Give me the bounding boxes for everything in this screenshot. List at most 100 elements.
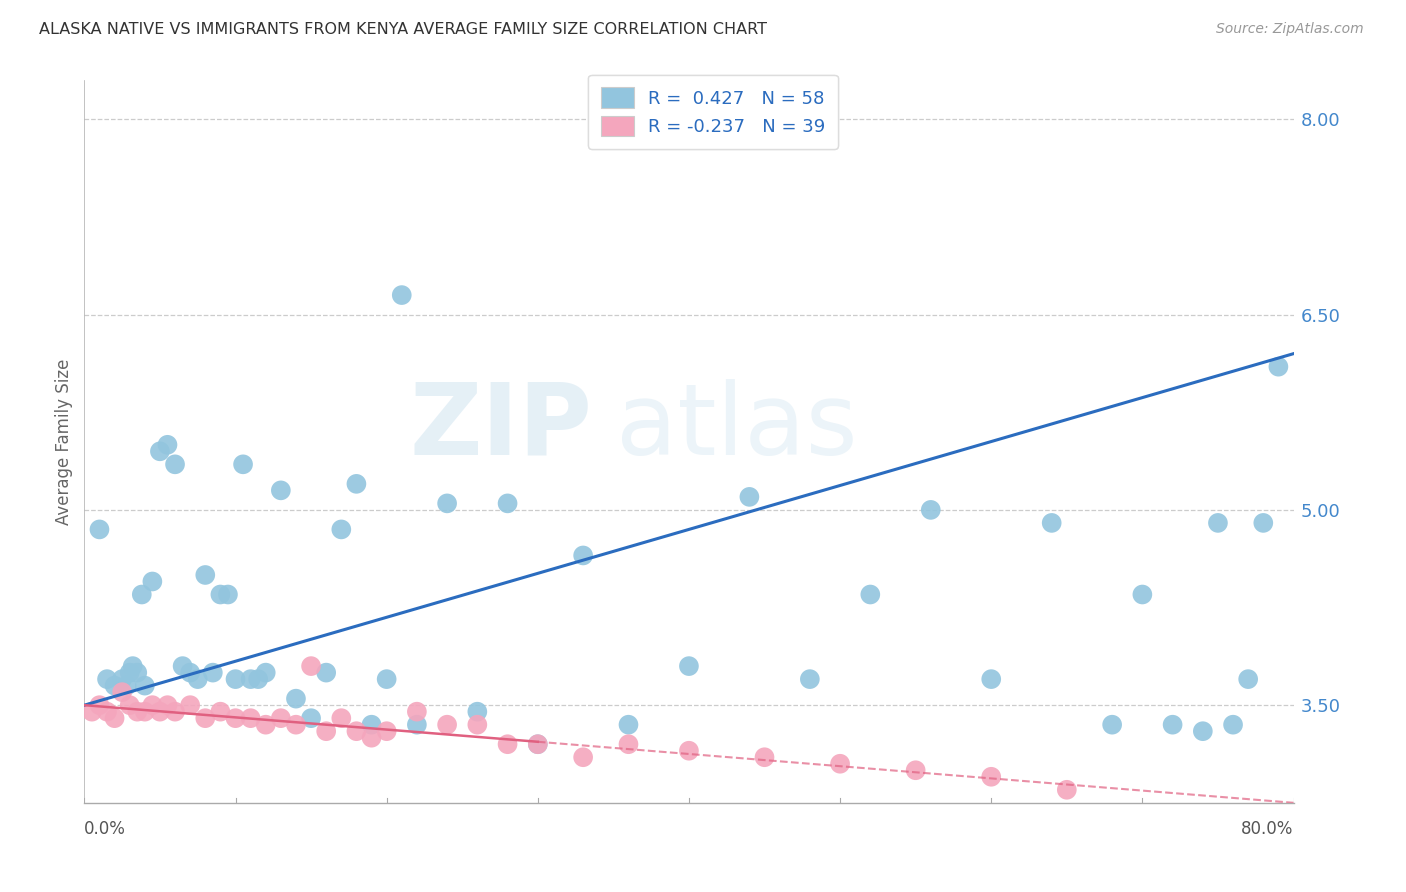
Point (239, 711, 262, 725)
Point (330, 711, 353, 725)
Point (165, 458, 187, 472)
Point (104, 679, 127, 693)
Point (172, 659, 194, 673)
Point (980, 672, 1002, 686)
Point (830, 756, 852, 771)
Text: ZIP: ZIP (409, 378, 592, 475)
Point (141, 574, 163, 589)
Point (527, 737, 550, 751)
Point (1253, 516, 1275, 530)
Point (360, 717, 382, 731)
Point (1161, 717, 1184, 731)
Point (194, 711, 217, 725)
Point (121, 659, 143, 673)
Point (187, 672, 209, 686)
Point (179, 698, 201, 713)
Point (80, 705, 103, 719)
Point (118, 665, 141, 680)
Point (104, 711, 127, 725)
Point (270, 483, 292, 498)
Point (436, 717, 458, 731)
Point (239, 672, 262, 686)
Point (572, 750, 595, 764)
Point (904, 764, 927, 778)
Point (375, 724, 398, 739)
Point (1192, 724, 1215, 739)
Text: 0.0%: 0.0% (84, 820, 127, 838)
Point (156, 438, 179, 452)
Point (134, 705, 156, 719)
Point (1237, 672, 1260, 686)
Point (1267, 359, 1289, 374)
Point (96, 672, 118, 686)
Text: ALASKA NATIVE VS IMMIGRANTS FROM KENYA AVERAGE FAMILY SIZE CORRELATION CHART: ALASKA NATIVE VS IMMIGRANTS FROM KENYA A… (39, 22, 768, 37)
Point (285, 691, 308, 706)
Point (111, 672, 134, 686)
Point (572, 549, 595, 563)
Point (149, 444, 172, 458)
Point (527, 737, 550, 751)
Point (209, 587, 232, 601)
Legend: R =  0.427   N = 58, R = -0.237   N = 39: R = 0.427 N = 58, R = -0.237 N = 39 (588, 75, 838, 149)
Point (738, 490, 761, 504)
Point (299, 711, 322, 725)
Point (360, 731, 382, 745)
Point (127, 665, 149, 680)
Point (1056, 782, 1078, 797)
Point (141, 698, 163, 713)
Point (111, 685, 134, 699)
Point (225, 711, 247, 725)
Point (232, 458, 254, 472)
Point (330, 523, 353, 537)
Point (496, 496, 519, 510)
Point (131, 587, 153, 601)
Point (346, 724, 368, 739)
Point (436, 496, 458, 510)
Point (149, 705, 172, 719)
Point (134, 679, 156, 693)
Point (406, 705, 429, 719)
Point (209, 705, 232, 719)
Point (799, 672, 821, 686)
Point (217, 587, 239, 601)
Point (496, 737, 519, 751)
Text: Source: ZipAtlas.com: Source: ZipAtlas.com (1216, 22, 1364, 37)
Point (96, 705, 118, 719)
Point (247, 672, 270, 686)
Point (315, 665, 337, 680)
Point (89, 523, 111, 537)
Point (156, 698, 179, 713)
Y-axis label: Average Family Size: Average Family Size (55, 359, 73, 524)
Text: atlas: atlas (616, 378, 858, 475)
Point (179, 665, 201, 680)
Point (1101, 717, 1123, 731)
Point (1222, 717, 1244, 731)
Point (980, 770, 1002, 784)
Point (391, 288, 413, 302)
Point (375, 672, 398, 686)
Point (285, 717, 308, 731)
Point (115, 679, 138, 693)
Point (678, 744, 700, 758)
Point (201, 665, 224, 680)
Point (467, 717, 489, 731)
Point (1132, 587, 1154, 601)
Point (617, 737, 640, 751)
Point (1040, 516, 1063, 530)
Point (920, 503, 942, 517)
Point (254, 665, 277, 680)
Point (270, 711, 292, 725)
Point (467, 705, 489, 719)
Point (225, 672, 247, 686)
Point (617, 717, 640, 731)
Point (299, 659, 322, 673)
Point (254, 717, 277, 731)
Text: 80.0%: 80.0% (1241, 820, 1294, 838)
Point (754, 750, 776, 764)
Point (859, 587, 882, 601)
Point (678, 659, 700, 673)
Point (127, 705, 149, 719)
Point (315, 724, 337, 739)
Point (346, 476, 368, 491)
Point (194, 568, 217, 582)
